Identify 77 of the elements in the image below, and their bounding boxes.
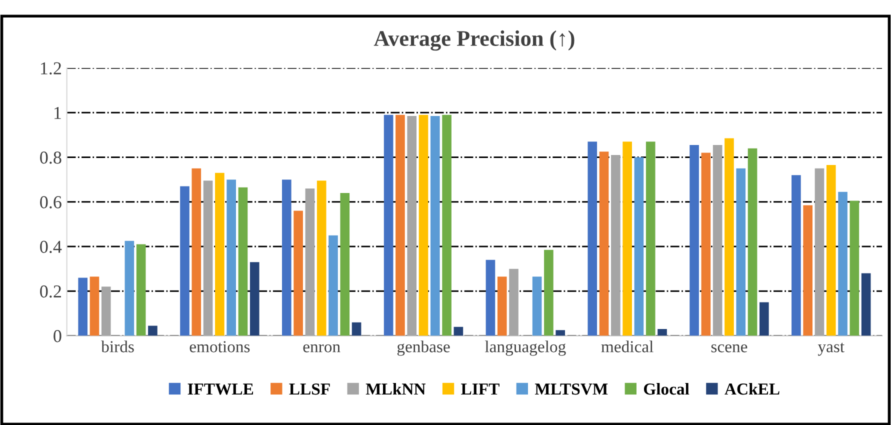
bar [736,168,746,336]
y-tick-label: 0.8 [40,152,62,164]
legend-label: LLSF [289,384,330,395]
bar [826,165,836,336]
bar [180,186,190,336]
bar [701,152,711,336]
bar [418,114,428,336]
bar [454,326,464,336]
bar [861,273,871,336]
legend-label: ACkEL [724,382,780,395]
bar [646,142,656,336]
chart-title: Average Precision (↑) [374,30,574,51]
x-tick-label: languagelog [485,340,566,356]
bar [622,142,632,336]
bar [316,180,326,336]
bar [658,329,667,336]
bar [724,138,734,336]
bar [611,155,620,336]
bar [101,286,111,336]
bar [282,180,292,336]
bar [838,192,848,336]
bar [497,276,507,336]
bar [124,240,134,336]
y-tick-label: 1.2 [40,62,61,75]
bar [250,262,260,336]
bar [384,114,394,336]
bar [748,148,758,336]
legend-label: LIFT [461,384,500,395]
x-tick-label: yast [818,342,844,356]
legend-label: MLTSVM [534,384,608,395]
bar [544,250,554,336]
x-tick-label: medical [601,340,654,352]
bar [792,175,801,336]
bar [203,180,213,336]
bar [760,302,769,336]
bar [340,192,350,336]
y-tick-label: 1 [54,106,61,119]
bar [90,276,100,336]
bar [690,144,699,336]
bar [430,116,440,336]
bar [148,326,158,336]
bar [78,278,88,336]
y-tick-label: 0.2 [40,285,61,298]
bar [305,188,315,336]
y-tick-label: 0.6 [40,196,62,208]
x-tick-label: emotions [190,341,250,352]
bar [588,142,598,336]
legend-label: IFTWLE [188,384,254,395]
bar [814,168,824,336]
y-tick-label: 0 [54,330,62,342]
bar [352,322,362,336]
bar [328,235,338,336]
bar [442,114,452,336]
bar [192,168,202,336]
bar [407,116,417,336]
bar [294,210,303,336]
bar [532,276,542,336]
bar [803,205,812,336]
bar [238,187,248,336]
legend-label: Glocal [644,382,690,395]
legend-label: MLkNN [366,382,426,395]
bar [486,260,496,336]
bar [634,157,644,336]
bar [850,200,860,336]
x-tick-label: genbase [397,340,450,356]
y-tick-label: 0.4 [40,240,62,254]
x-tick-label: birds [101,340,134,352]
bar [509,268,518,336]
bar [712,144,722,336]
bar [215,172,224,336]
x-tick-label: scene [711,344,748,352]
bar [599,152,609,336]
bar [396,114,405,336]
x-tick-label: enron [303,344,340,352]
bar [226,180,236,336]
bar [556,330,566,336]
bar [136,244,146,336]
